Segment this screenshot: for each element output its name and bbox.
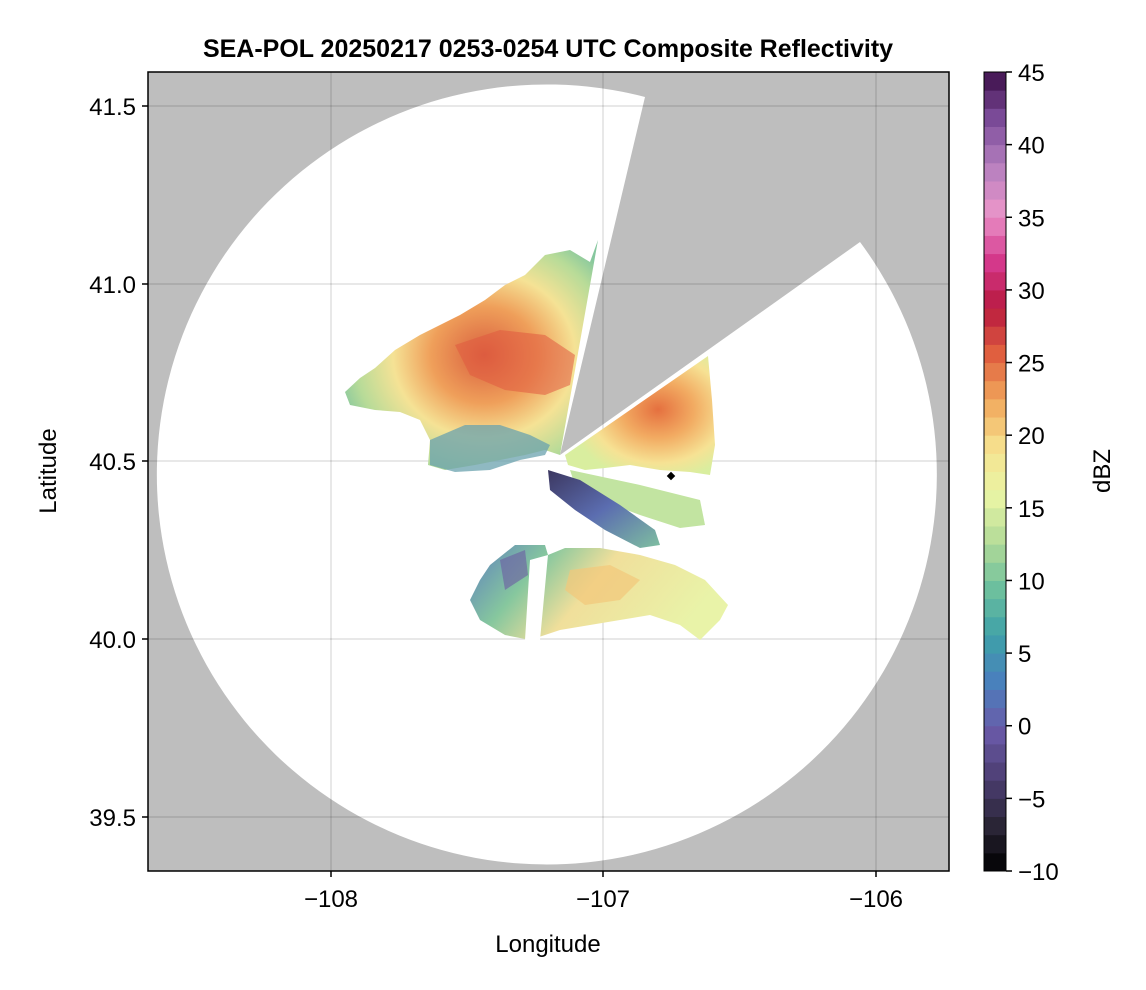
colorbar-bin (984, 762, 1006, 781)
colorbar-bin (984, 344, 1006, 364)
echo-region-northwest-low (430, 425, 550, 472)
y-ticks (142, 105, 148, 818)
colorbar-bin (984, 634, 1006, 654)
plot-area (148, 72, 949, 871)
colorbar-bin (984, 380, 1006, 400)
colorbar-bin (984, 689, 1006, 709)
colorbar-bin (984, 362, 1006, 382)
colorbar-label: dBZ (1089, 449, 1116, 493)
colorbar-ticks: −10 −5 0 5 10 15 20 25 30 35 40 45 (1006, 60, 1059, 886)
echo-region-southeast-streak (548, 470, 660, 548)
colorbar-bin (984, 653, 1006, 672)
colorbar: −10 −5 0 5 10 15 20 25 30 35 40 45 dBZ (983, 60, 1116, 886)
colorbar-bin (984, 562, 1006, 581)
colorbar-bin (984, 217, 1006, 236)
colorbar-tick-label: 35 (1018, 205, 1045, 232)
echo-region-northwest-core (455, 330, 575, 395)
radar-marker (666, 471, 676, 481)
x-tick-label: −108 (304, 886, 358, 913)
colorbar-bin (984, 435, 1006, 454)
colorbar-bin (984, 289, 1006, 309)
x-axis-label: Longitude (495, 931, 600, 958)
x-tick-label: −107 (576, 886, 630, 913)
colorbar-bin (984, 235, 1006, 255)
colorbar-bin (984, 90, 1006, 109)
colorbar-bin (984, 671, 1006, 690)
colorbar-bin (984, 616, 1006, 636)
y-tick-label: 41.0 (89, 272, 136, 299)
colorbar-tick-label: 10 (1018, 568, 1045, 595)
grid-lines (148, 72, 949, 871)
echo-region-west-band (500, 550, 528, 590)
colorbar-bin (984, 417, 1006, 436)
echo-region-east-streaks (570, 470, 705, 528)
colorbar-bin (984, 707, 1006, 727)
colorbar-tick-label: −10 (1018, 859, 1059, 886)
plot-frame (147, 71, 950, 872)
colorbar-tick-label: 30 (1018, 278, 1045, 305)
y-tick-label: 40.5 (89, 449, 136, 476)
colorbar-bin (984, 580, 1006, 600)
colorbar-bin (984, 852, 1006, 872)
colorbar-tick-label: 20 (1018, 423, 1045, 450)
colorbar-bin (984, 162, 1006, 182)
radar-coverage-area (156, 84, 937, 865)
colorbar-bin (984, 72, 1006, 91)
colorbar-bin (984, 199, 1006, 218)
colorbar-bin (984, 507, 1006, 527)
colorbar-tick-label: 40 (1018, 133, 1045, 160)
colorbar-tick-label: 15 (1018, 496, 1045, 523)
y-axis: 39.5 40.0 40.5 41.0 41.5 Latitude (35, 94, 148, 832)
colorbar-bin (984, 598, 1006, 618)
colorbar-bin (984, 743, 1006, 763)
echo-region-south-gap (525, 555, 548, 640)
colorbar-bin (984, 453, 1006, 472)
colorbar-bin (984, 180, 1006, 200)
y-tick-label: 40.0 (89, 627, 136, 654)
colorbar-bins (984, 72, 1006, 872)
echo-region-northeast (565, 356, 715, 475)
colorbar-tick-label: 25 (1018, 351, 1045, 378)
y-tick-label: 41.5 (89, 94, 136, 121)
x-axis: −108 −107 −106 Longitude (304, 871, 903, 958)
colorbar-bin (984, 126, 1006, 146)
colorbar-bin (984, 544, 1006, 563)
colorbar-bin (984, 834, 1006, 854)
colorbar-bin (984, 816, 1006, 836)
colorbar-tick-label: 45 (1018, 60, 1045, 87)
colorbar-frame (983, 71, 1007, 872)
colorbar-bin (984, 398, 1006, 418)
colorbar-tick-label: 0 (1018, 714, 1031, 741)
colorbar-bin (984, 780, 1006, 799)
chart-title: SEA-POL 20250217 0253-0254 UTC Composite… (203, 35, 893, 63)
colorbar-bin (984, 725, 1006, 745)
y-axis-label: Latitude (35, 428, 62, 513)
colorbar-bin (984, 798, 1006, 818)
colorbar-bin (984, 326, 1006, 345)
echo-field (345, 240, 728, 640)
colorbar-bin (984, 271, 1006, 291)
y-tick-label: 39.5 (89, 805, 136, 832)
echo-region-south-core (565, 565, 640, 605)
radar-marker-diamond (666, 471, 676, 481)
x-tick-label: −106 (849, 886, 903, 913)
colorbar-bin (984, 525, 1006, 545)
colorbar-tick-label: 5 (1018, 641, 1031, 668)
colorbar-bin (984, 253, 1006, 273)
x-ticks (330, 871, 877, 877)
colorbar-bin (984, 144, 1006, 164)
colorbar-tick-label: −5 (1018, 786, 1045, 813)
colorbar-bin (984, 471, 1006, 491)
colorbar-bin (984, 108, 1006, 127)
colorbar-bin (984, 489, 1006, 509)
colorbar-bin (984, 308, 1006, 327)
